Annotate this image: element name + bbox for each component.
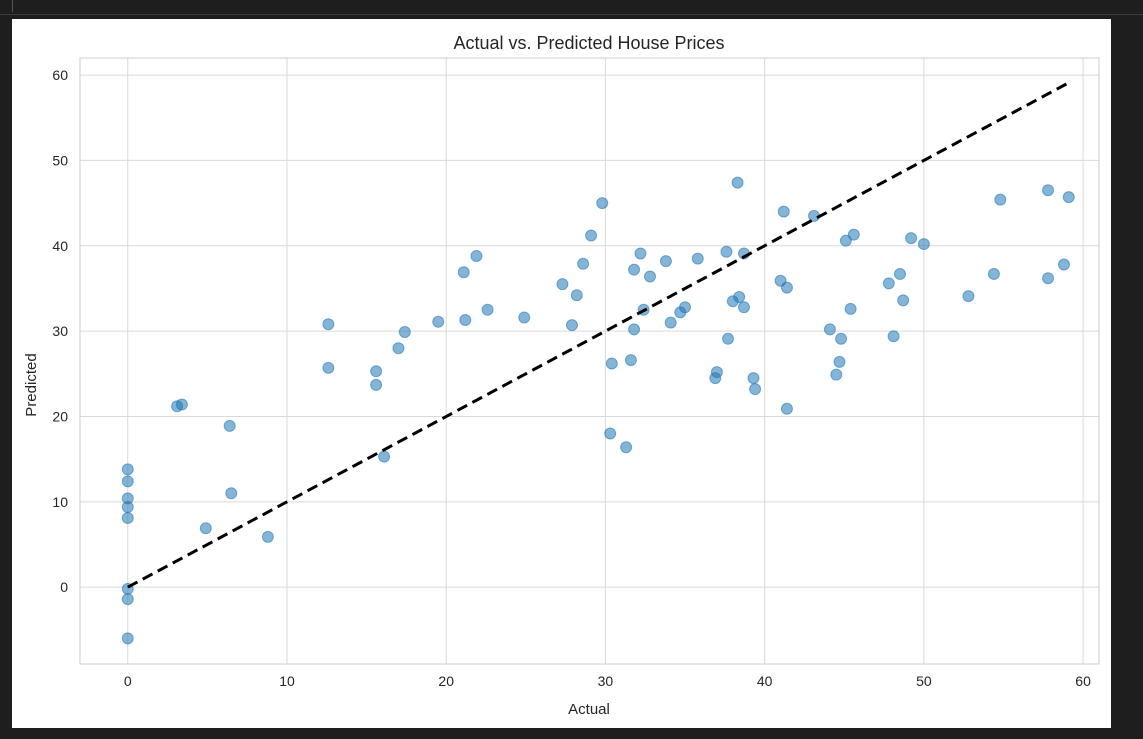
data-point (620, 441, 633, 454)
data-point (556, 278, 569, 291)
data-point (731, 176, 744, 189)
x-tick-label: 30 (598, 673, 614, 689)
data-point (917, 238, 930, 251)
previous-cell-edge (0, 0, 1143, 15)
plot-area-frame (79, 57, 1100, 665)
data-point (565, 319, 578, 332)
data-point (830, 368, 843, 381)
data-point (121, 475, 134, 488)
data-point (1057, 258, 1070, 271)
data-point (628, 323, 641, 336)
data-point (994, 193, 1007, 206)
data-point (261, 530, 274, 543)
data-point (679, 301, 692, 314)
data-point (780, 281, 793, 294)
reference-diagonal-line (127, 82, 1068, 589)
data-point (634, 247, 647, 260)
data-point (720, 245, 733, 258)
data-point (987, 267, 1000, 280)
data-point (962, 290, 975, 303)
y-tick-labels: 0 10 20 30 40 50 60 (52, 67, 68, 595)
y-tick-label: 40 (52, 238, 68, 254)
data-point (659, 255, 672, 268)
data-point (481, 303, 494, 316)
x-tick-label: 40 (757, 673, 773, 689)
y-tick-label: 50 (52, 152, 68, 168)
data-point (905, 232, 918, 245)
data-point (847, 228, 860, 241)
data-point (470, 250, 483, 263)
data-point (747, 372, 760, 385)
y-tick-label: 20 (52, 408, 68, 424)
data-point (644, 270, 657, 283)
data-point (322, 318, 335, 331)
cell-border (0, 0, 13, 12)
x-tick-label: 0 (124, 673, 132, 689)
data-point (749, 383, 762, 396)
data-point (664, 316, 677, 329)
data-point (577, 257, 590, 270)
data-point (432, 315, 445, 328)
data-point (839, 234, 852, 247)
data-point (897, 294, 910, 307)
data-point (121, 593, 134, 606)
data-point (370, 365, 383, 378)
data-point (605, 357, 618, 370)
data-point (1042, 184, 1055, 197)
y-tick-label: 30 (52, 323, 68, 339)
data-point (823, 323, 836, 336)
data-point (398, 325, 411, 338)
data-point (628, 263, 641, 276)
data-point (121, 463, 134, 476)
notebook-output-cell: 0 10 20 30 40 50 60 0 10 20 30 40 50 60 Actual vs. P… (12, 19, 1111, 728)
y-tick-label: 0 (60, 579, 68, 595)
data-point (777, 205, 790, 218)
data-point (457, 266, 470, 279)
x-tick-labels: 0 10 20 30 40 50 60 (124, 673, 1091, 689)
data-point (121, 500, 134, 513)
data-point (392, 342, 405, 355)
data-point (1062, 191, 1075, 204)
data-point (1042, 272, 1055, 285)
data-point (733, 290, 746, 303)
scatter-chart: 0 10 20 30 40 50 60 0 10 20 30 40 50 60 Actual vs. P… (23, 33, 1100, 718)
data-point (691, 252, 704, 265)
data-point (882, 277, 895, 290)
data-point (570, 289, 583, 302)
data-point (223, 419, 236, 432)
x-tick-label: 20 (438, 673, 454, 689)
data-point (459, 314, 472, 327)
data-point (370, 378, 383, 391)
y-tick-label: 60 (52, 67, 68, 83)
data-point (737, 301, 750, 314)
chart-title: Actual vs. Predicted House Prices (453, 33, 724, 53)
data-point (225, 487, 238, 500)
data-point (322, 361, 335, 374)
data-point (722, 332, 735, 345)
y-axis-label: Predicted (23, 353, 40, 416)
data-point (780, 402, 793, 415)
data-point (585, 229, 598, 242)
data-point (378, 450, 391, 463)
data-point (844, 302, 857, 315)
data-point (121, 632, 134, 645)
x-tick-label: 10 (279, 673, 295, 689)
data-point (835, 332, 848, 345)
x-tick-label: 50 (916, 673, 932, 689)
data-point (596, 197, 609, 210)
x-tick-label: 60 (1075, 673, 1091, 689)
data-point (121, 512, 134, 525)
data-point (518, 311, 531, 324)
data-point (624, 354, 637, 367)
data-point (710, 366, 723, 379)
data-points (121, 176, 1075, 645)
data-point (604, 427, 617, 440)
x-axis-label: Actual (568, 701, 610, 718)
data-point (893, 267, 906, 280)
data-point (175, 398, 188, 411)
data-point (199, 522, 212, 535)
y-tick-label: 10 (52, 494, 68, 510)
data-point (887, 330, 900, 343)
data-point (833, 355, 846, 368)
